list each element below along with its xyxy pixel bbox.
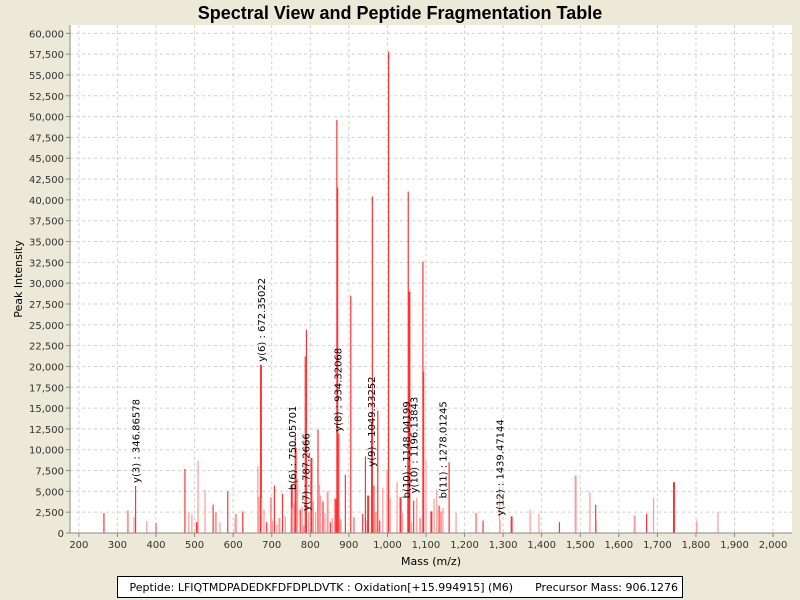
- x-tick-label: 400: [146, 540, 165, 551]
- y-tick-label: 0: [58, 529, 64, 540]
- fragment-annotation: b(11) : 1278.01245: [439, 401, 450, 498]
- x-tick-label: 1,400: [527, 540, 556, 551]
- y-tick-label: 37,500: [29, 217, 64, 228]
- chart-title: Spectral View and Peptide Fragmentation …: [198, 3, 602, 23]
- y-tick-label: 52,500: [29, 92, 64, 103]
- y-tick-label: 60,000: [29, 29, 64, 40]
- y-tick-label: 25,000: [29, 321, 64, 332]
- y-tick-label: 12,500: [29, 425, 64, 436]
- y-tick-label: 45,000: [29, 154, 64, 165]
- y-tick-label: 42,500: [29, 175, 64, 186]
- x-tick-label: 1,600: [605, 540, 634, 551]
- y-axis-label: Peak Intensity: [12, 240, 25, 318]
- fragment-annotation: y(9) : 1049.33252: [367, 376, 378, 466]
- x-tick-label: 900: [339, 540, 358, 551]
- y-tick-label: 35,000: [29, 238, 64, 249]
- y-tick-label: 30,000: [29, 279, 64, 290]
- x-tick-label: 1,000: [373, 540, 402, 551]
- y-tick-label: 20,000: [29, 362, 64, 373]
- plot-area: [70, 25, 792, 533]
- y-tick-label: 10,000: [29, 446, 64, 457]
- y-tick-label: 55,000: [29, 71, 64, 82]
- y-tick-label: 17,500: [29, 383, 64, 394]
- x-tick-label: 600: [224, 540, 243, 551]
- fragment-annotation: y(8) : 934.32068: [334, 348, 345, 432]
- x-tick-label: 1,100: [412, 540, 441, 551]
- x-tick-label: 1,200: [450, 540, 479, 551]
- y-tick-label: 7,500: [35, 467, 64, 478]
- x-tick-label: 1,500: [566, 540, 595, 551]
- x-tick-label: 700: [262, 540, 281, 551]
- x-tick-label: 1,300: [489, 540, 518, 551]
- y-tick-label: 32,500: [29, 258, 64, 269]
- y-tick-label: 2,500: [35, 508, 64, 519]
- fragment-annotation: y(10) : 1196.13843: [410, 397, 421, 494]
- fragment-annotation: y(3) : 346.86578: [132, 399, 143, 483]
- fragment-annotation: b(10) : 1148.04199: [402, 401, 413, 498]
- y-tick-label: 22,500: [29, 342, 64, 353]
- legend-box: Peptide: LFIQTMDPADEDKFDFDPLDVTK : Oxida…: [117, 576, 683, 598]
- y-tick-label: 57,500: [29, 50, 64, 61]
- fragment-annotation: b(6) : 750.05701: [288, 406, 299, 490]
- y-tick-label: 50,000: [29, 113, 64, 124]
- x-tick-label: 200: [69, 540, 88, 551]
- peptide-info: Peptide: LFIQTMDPADEDKFDFDPLDVTK : Oxida…: [129, 580, 514, 594]
- x-tick-label: 2,000: [759, 540, 788, 551]
- x-tick-label: 300: [108, 540, 127, 551]
- x-tick-label: 1,800: [682, 540, 711, 551]
- x-tick-label: 500: [185, 540, 204, 551]
- x-tick-label: 1,900: [720, 540, 749, 551]
- fragment-annotation: y(7) : 787.2666: [301, 433, 312, 511]
- x-axis-label: Mass (m/z): [401, 555, 461, 568]
- fragment-annotation: y(6) : 672.35022: [257, 278, 268, 362]
- x-tick-label: 800: [301, 540, 320, 551]
- fragment-annotation: y(12) : 1439.47144: [495, 419, 506, 516]
- y-tick-label: 47,500: [29, 133, 64, 144]
- y-tick-label: 40,000: [29, 196, 64, 207]
- y-tick-label: 5,000: [35, 487, 64, 498]
- y-tick-label: 27,500: [29, 300, 64, 311]
- y-tick-label: 15,000: [29, 404, 64, 415]
- x-tick-label: 1,700: [643, 540, 672, 551]
- precursor-mass: Precursor Mass: 906.1276: [535, 580, 678, 594]
